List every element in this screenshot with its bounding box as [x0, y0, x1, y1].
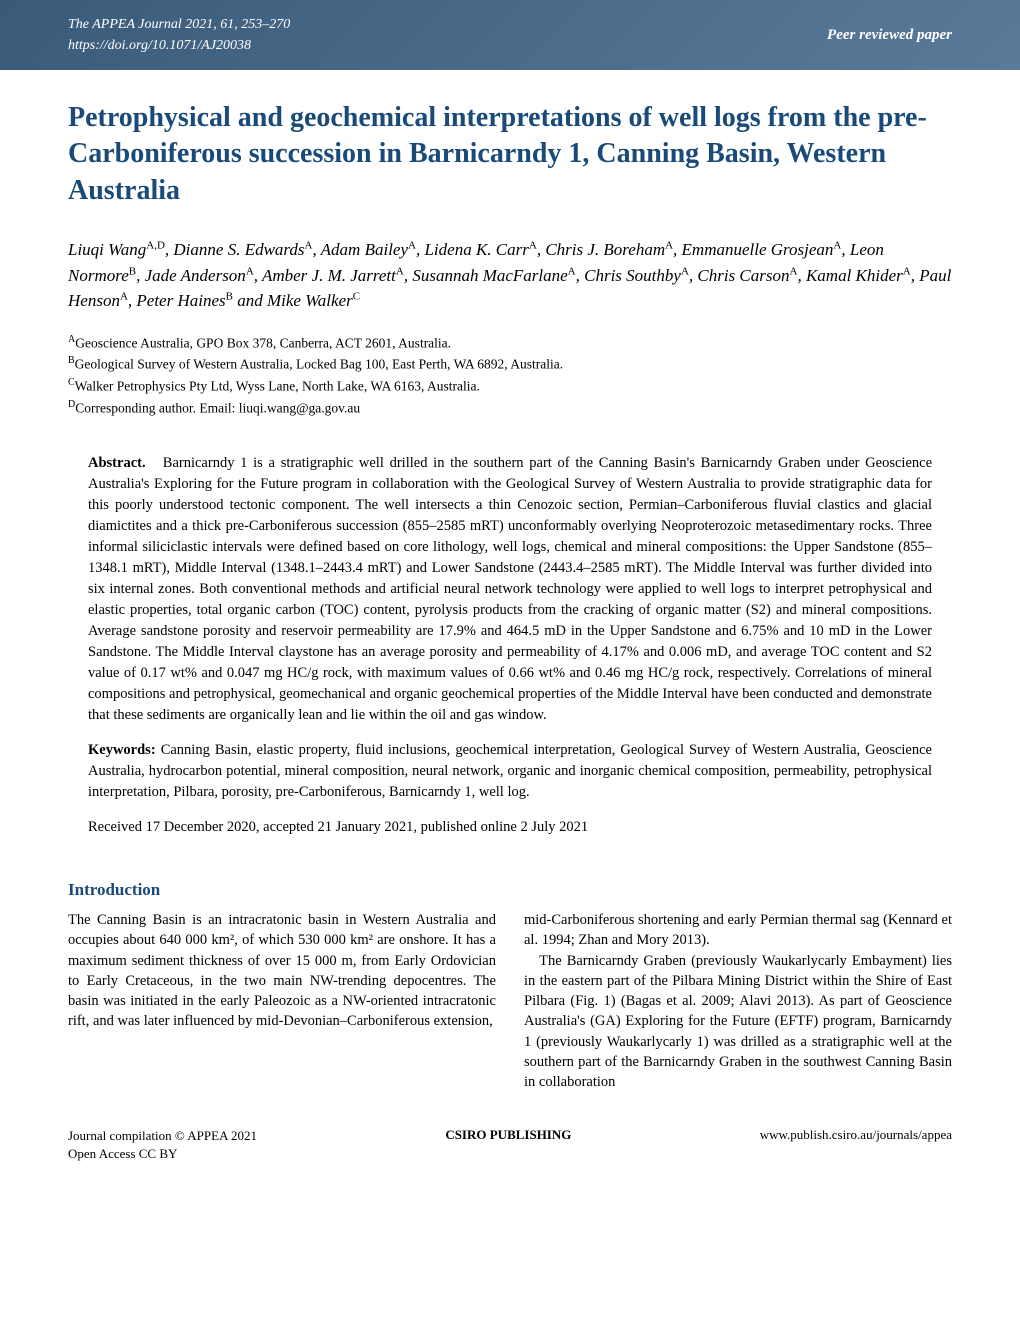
doi-line: https://doi.org/10.1071/AJ20038: [68, 35, 290, 56]
footer-license: Open Access CC BY: [68, 1146, 177, 1161]
footer-left: Journal compilation © APPEA 2021 Open Ac…: [68, 1127, 257, 1163]
footer-copyright: Journal compilation © APPEA 2021: [68, 1128, 257, 1143]
abstract-label: Abstract.: [88, 455, 146, 471]
footer-publisher: CSIRO PUBLISHING: [445, 1127, 571, 1163]
keywords-paragraph: Keywords: Canning Basin, elastic propert…: [88, 740, 932, 803]
intro-col2-p1: mid-Carboniferous shortening and early P…: [524, 912, 952, 948]
abstract-block: Abstract. Barnicarndy 1 is a stratigraph…: [68, 453, 952, 838]
abstract-paragraph: Abstract. Barnicarndy 1 is a stratigraph…: [88, 453, 932, 726]
intro-col-right: mid-Carboniferous shortening and early P…: [524, 910, 952, 1093]
journal-line: The APPEA Journal 2021, 61, 253–270: [68, 14, 290, 35]
introduction-heading: Introduction: [68, 880, 952, 900]
keywords-body: Canning Basin, elastic property, fluid i…: [88, 742, 932, 800]
journal-citation: The APPEA Journal 2021, 61, 253–270 http…: [68, 14, 290, 56]
abstract-body: Barnicarndy 1 is a stratigraphic well dr…: [88, 455, 932, 723]
author-list: Liuqi WangA,D, Dianne S. EdwardsA, Adam …: [68, 237, 952, 314]
introduction-columns: The Canning Basin is an intracratonic ba…: [68, 910, 952, 1093]
journal-header-bar: The APPEA Journal 2021, 61, 253–270 http…: [0, 0, 1020, 70]
dates-line: Received 17 December 2020, accepted 21 J…: [88, 817, 932, 838]
affiliations-block: AGeoscience Australia, GPO Box 378, Canb…: [68, 332, 952, 419]
intro-col2-p2: The Barnicarndy Graben (previously Wauka…: [524, 953, 952, 1091]
peer-review-badge: Peer reviewed paper: [827, 27, 952, 44]
article-title: Petrophysical and geochemical interpreta…: [68, 100, 952, 209]
intro-col-left: The Canning Basin is an intracratonic ba…: [68, 910, 496, 1093]
page-footer: Journal compilation © APPEA 2021 Open Ac…: [68, 1127, 952, 1163]
keywords-label: Keywords:: [88, 742, 156, 758]
footer-url: www.publish.csiro.au/journals/appea: [760, 1127, 952, 1163]
